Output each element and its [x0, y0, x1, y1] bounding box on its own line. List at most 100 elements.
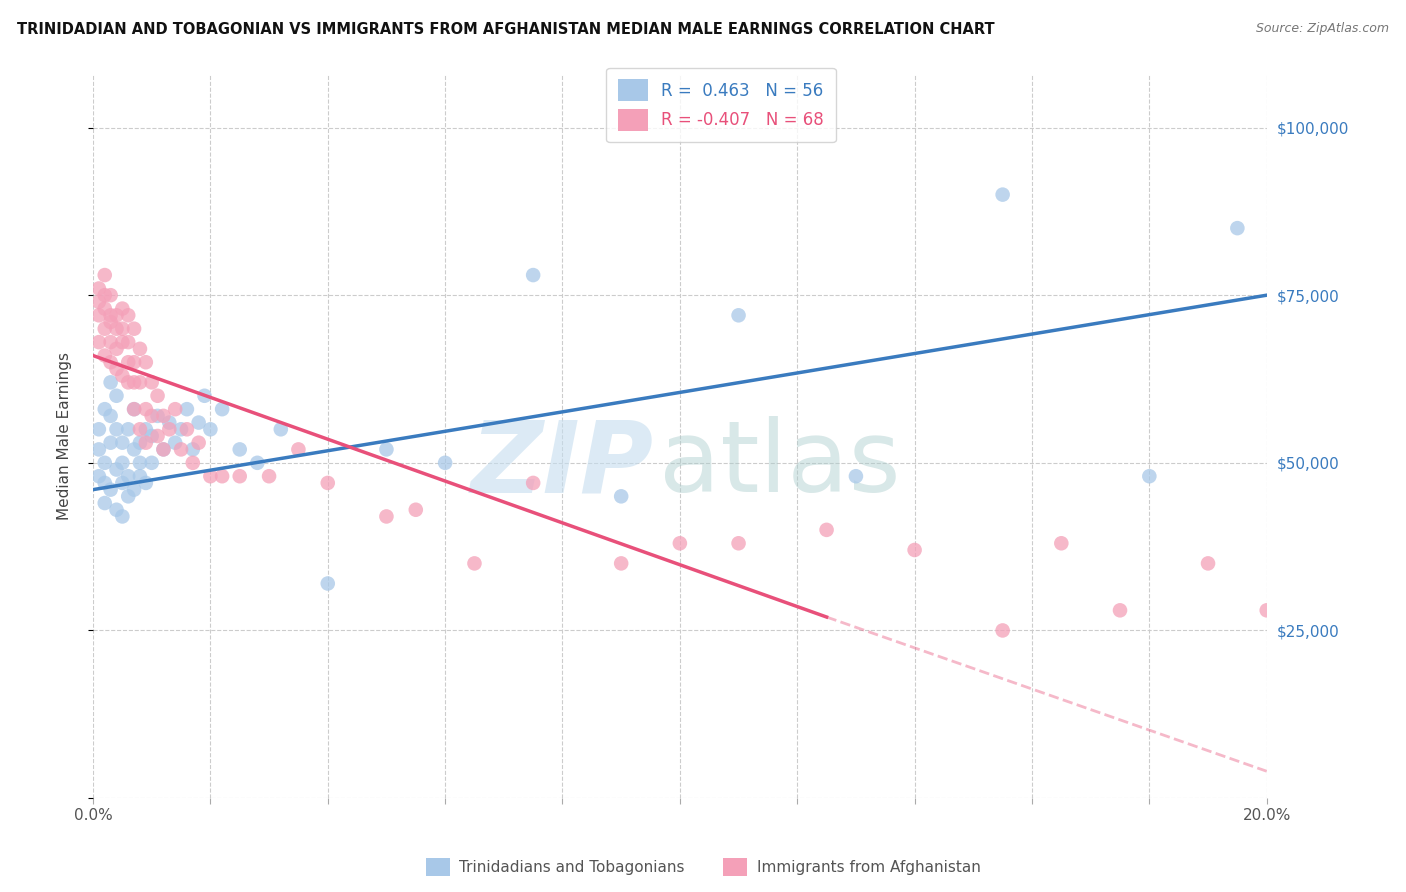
Point [176, 422, 198, 436]
Text: Source: ZipAtlas.com: Source: ZipAtlas.com [1256, 22, 1389, 36]
Point [170, 442, 193, 457]
Point [87, 294, 110, 309]
Point [117, 469, 139, 483]
Point [94, 301, 117, 316]
Point [211, 402, 233, 417]
Point [117, 335, 139, 350]
Point [157, 422, 180, 436]
Point [111, 301, 134, 316]
Point [100, 335, 122, 350]
Point [193, 389, 215, 403]
Point [94, 268, 117, 282]
Point [87, 442, 110, 457]
Point [141, 409, 163, 423]
Point [229, 442, 252, 457]
Point [146, 389, 169, 403]
Point [100, 435, 122, 450]
Point [105, 502, 128, 516]
Point [122, 402, 145, 417]
Point [669, 536, 692, 550]
Point [129, 342, 152, 356]
Point [111, 435, 134, 450]
Point [727, 308, 749, 322]
Point [111, 335, 134, 350]
Point [100, 376, 122, 390]
Point [100, 355, 122, 369]
Point [94, 402, 117, 417]
Point [270, 422, 292, 436]
Point [94, 322, 117, 336]
Point [94, 288, 117, 302]
Point [87, 281, 110, 295]
Point [165, 402, 187, 417]
Point [405, 502, 427, 516]
Point [246, 456, 269, 470]
Point [117, 308, 139, 322]
Point [904, 543, 927, 558]
Point [522, 268, 544, 282]
Point [135, 435, 157, 450]
Point [1226, 221, 1249, 235]
Point [129, 469, 152, 483]
Point [152, 442, 174, 457]
Point [287, 442, 309, 457]
Point [122, 376, 145, 390]
Point [727, 536, 749, 550]
Legend: R =  0.463   N = 56, R = -0.407   N = 68: R = 0.463 N = 56, R = -0.407 N = 68 [606, 68, 835, 143]
Point [122, 322, 145, 336]
Point [991, 187, 1014, 202]
Point [87, 335, 110, 350]
Point [187, 416, 209, 430]
Point [87, 308, 110, 322]
Point [141, 376, 163, 390]
Point [105, 342, 128, 356]
Point [135, 422, 157, 436]
Point [129, 422, 152, 436]
Point [117, 489, 139, 503]
Point [135, 475, 157, 490]
Point [610, 489, 633, 503]
Point [129, 435, 152, 450]
Point [100, 315, 122, 329]
Point [463, 557, 485, 571]
Point [100, 308, 122, 322]
Point [129, 376, 152, 390]
Point [111, 368, 134, 383]
Point [187, 435, 209, 450]
Point [122, 442, 145, 457]
Point [100, 288, 122, 302]
Point [105, 322, 128, 336]
Point [100, 409, 122, 423]
Point [141, 456, 163, 470]
Point [100, 483, 122, 497]
Point [157, 416, 180, 430]
Point [94, 349, 117, 363]
Point [135, 355, 157, 369]
Point [111, 509, 134, 524]
Point [94, 456, 117, 470]
Point [129, 456, 152, 470]
Point [94, 496, 117, 510]
Y-axis label: Median Male Earnings: Median Male Earnings [58, 352, 72, 520]
Point [200, 422, 222, 436]
Point [105, 362, 128, 376]
Point [117, 422, 139, 436]
Point [105, 462, 128, 476]
Point [105, 308, 128, 322]
Point [170, 422, 193, 436]
Point [991, 624, 1014, 638]
Point [105, 422, 128, 436]
Point [176, 402, 198, 417]
Point [1109, 603, 1132, 617]
Point [200, 469, 222, 483]
Point [229, 469, 252, 483]
Point [845, 469, 868, 483]
Point [211, 469, 233, 483]
Point [111, 456, 134, 470]
Point [146, 409, 169, 423]
Text: atlas: atlas [659, 417, 900, 514]
Point [316, 576, 339, 591]
Point [117, 376, 139, 390]
Point [122, 355, 145, 369]
Point [1197, 557, 1219, 571]
